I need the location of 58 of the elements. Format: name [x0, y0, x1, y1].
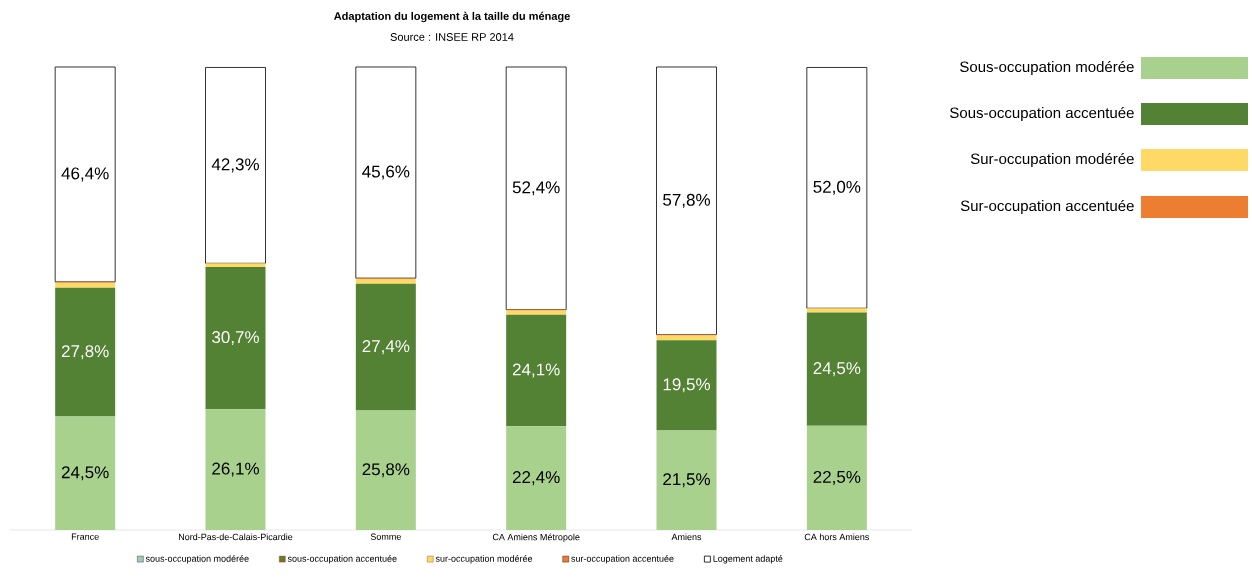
bar [55, 282, 116, 288]
data-label: 24,5% [61, 466, 109, 481]
bar [806, 308, 867, 313]
data-label: 52,4% [512, 181, 560, 196]
bar [806, 312, 867, 426]
data-label: 30,7% [212, 331, 259, 346]
x-tick-label: CA Amiens Métropole [492, 533, 580, 543]
bar [506, 310, 567, 315]
bar [806, 425, 867, 530]
data-label: 52,0% [813, 180, 861, 195]
bar [806, 67, 868, 309]
bar [355, 279, 416, 284]
data-label: 27,4% [362, 340, 410, 355]
bar [54, 66, 116, 283]
bar [506, 314, 567, 427]
data-label: 25,8% [362, 463, 410, 478]
bar [506, 426, 567, 530]
x-tick-label: Somme [370, 533, 401, 540]
bar [355, 283, 416, 411]
legend-label: Logement adapté [713, 555, 783, 564]
data-label: 42,3% [211, 158, 259, 173]
chart-subtitle: Source : INSEE RP 2014 [390, 33, 514, 41]
chart-title: Adaptation du logement à la taille du ménage [334, 11, 570, 23]
bar [205, 263, 266, 268]
bar [205, 67, 266, 264]
data-label: 57,8% [663, 193, 710, 208]
x-tick-label: CA hors Amiens [804, 533, 870, 541]
bar [355, 66, 417, 279]
data-label: 21,5% [663, 473, 710, 488]
text: Sous-occupation modérée [960, 60, 1134, 76]
data-label: 27,8% [61, 345, 109, 360]
data-label: 24,5% [813, 362, 861, 377]
legend-label: sous-occupation accentuée [287, 555, 397, 564]
data-label: 22,5% [813, 470, 861, 485]
bar [355, 410, 416, 530]
legend-label: sous-occupation modérée [145, 555, 249, 564]
text: Sur-occupation modérée [970, 152, 1134, 168]
bar [656, 430, 717, 530]
data-label: 19,5% [663, 378, 710, 393]
bar [205, 409, 266, 530]
data-label: 45,6% [362, 165, 410, 180]
legend-label: sur-occupation accentuée [571, 555, 674, 564]
bar [656, 66, 717, 336]
text: Sur-occupation accentuée [960, 199, 1134, 215]
text: Sous-occupation accentuée [950, 106, 1134, 122]
data-label: 46,4% [61, 167, 109, 182]
bar [656, 340, 717, 431]
data-label: 24,1% [512, 363, 560, 378]
x-tick-label: Amiens [671, 533, 702, 541]
x-tick-label: Nord-Pas-de-Calais-Picardie [178, 533, 293, 541]
legend-label: sur-occupation modérée [435, 555, 533, 564]
data-label: 26,1% [212, 462, 259, 477]
bar [205, 267, 266, 410]
bar [505, 66, 567, 311]
data-label: 22,4% [512, 471, 560, 486]
bar [55, 416, 116, 530]
bar [55, 287, 116, 417]
x-tick-label: France [71, 533, 99, 540]
